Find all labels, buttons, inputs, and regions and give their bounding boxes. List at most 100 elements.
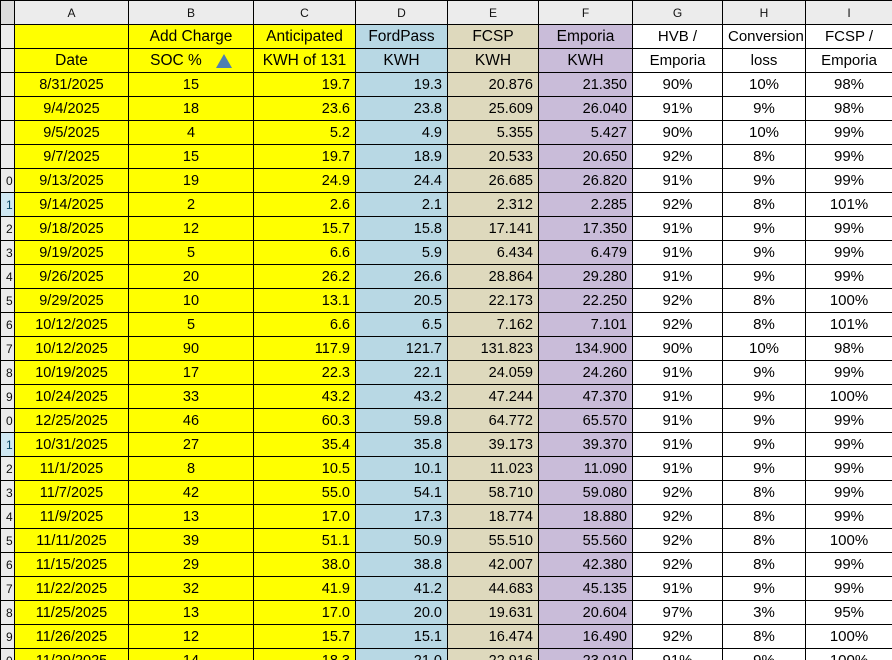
column-header-i[interactable]: I — [805, 0, 892, 25]
column-header-a[interactable]: A — [14, 0, 129, 25]
cell-date[interactable]: 9/26/2025 — [14, 264, 129, 289]
table-row[interactable]: 2 11/1/2025 8 10.5 10.1 11.023 11.090 91% 9% 99% — [0, 456, 892, 481]
cell-emporia-kwh[interactable]: 2.285 — [538, 192, 633, 217]
cell-hvb-emporia[interactable]: 90% — [632, 72, 723, 97]
cell-conversion-loss[interactable]: 10% — [722, 336, 806, 361]
cell-emporia-kwh[interactable]: 22.250 — [538, 288, 633, 313]
cell-fordpass-kwh[interactable]: 4.9 — [355, 120, 448, 145]
cell-hvb-emporia[interactable]: 91% — [632, 216, 723, 241]
cell-fcsp-emporia[interactable]: 100% — [805, 648, 892, 660]
table-row[interactable]: 9/7/2025 15 19.7 18.9 20.533 20.650 92% 8% 99% — [0, 144, 892, 169]
cell-conversion-loss[interactable]: 8% — [722, 624, 806, 649]
row-number[interactable]: 2 — [0, 216, 15, 241]
column-header-h[interactable]: H — [722, 0, 806, 25]
cell-fordpass-kwh[interactable]: 17.3 — [355, 504, 448, 529]
cell-hvb-emporia[interactable]: 92% — [632, 624, 723, 649]
column-header-d[interactable]: D — [355, 0, 448, 25]
cell-date[interactable]: 9/5/2025 — [14, 120, 129, 145]
table-row[interactable]: 3 11/7/2025 42 55.0 54.1 58.710 59.080 92% 8% 99% — [0, 480, 892, 505]
cell-anticipated-kwh[interactable]: 6.6 — [253, 312, 356, 337]
row-number[interactable] — [0, 96, 15, 121]
table-row[interactable]: 1 9/14/2025 2 2.6 2.1 2.312 2.285 92% 8% 101% — [0, 192, 892, 217]
cell-emporia-kwh[interactable]: 59.080 — [538, 480, 633, 505]
cell-conversion-loss[interactable]: 8% — [722, 528, 806, 553]
cell-soc-percent[interactable]: 15 — [128, 144, 254, 169]
cell-fordpass-kwh[interactable]: 6.5 — [355, 312, 448, 337]
cell-conversion-loss[interactable]: 8% — [722, 288, 806, 313]
cell-fcsp-emporia[interactable]: 95% — [805, 600, 892, 625]
cell-soc-percent[interactable]: 5 — [128, 312, 254, 337]
cell-emporia-kwh[interactable]: 65.570 — [538, 408, 633, 433]
cell-conversion-loss[interactable]: 8% — [722, 312, 806, 337]
cell-emporia-kwh[interactable]: 26.040 — [538, 96, 633, 121]
cell-emporia-kwh[interactable]: 5.427 — [538, 120, 633, 145]
cell-emporia-kwh[interactable]: 29.280 — [538, 264, 633, 289]
table-row[interactable]: 5 11/11/2025 39 51.1 50.9 55.510 55.560 92% 8% 10… — [0, 528, 892, 553]
row-number[interactable]: 6 — [0, 552, 15, 577]
cell-fcsp-kwh[interactable]: 5.355 — [447, 120, 539, 145]
cell-anticipated-kwh[interactable]: 18.3 — [253, 648, 356, 660]
cell-date[interactable]: 11/22/2025 — [14, 576, 129, 601]
cell-fcsp-emporia[interactable]: 99% — [805, 576, 892, 601]
cell-soc-percent[interactable]: 32 — [128, 576, 254, 601]
cell-fcsp-emporia[interactable]: 99% — [805, 552, 892, 577]
cell-conversion-loss[interactable]: 8% — [722, 144, 806, 169]
table-row[interactable]: 0 9/13/2025 19 24.9 24.4 26.685 26.820 91% 9% 99% — [0, 168, 892, 193]
cell-fordpass-kwh[interactable]: 43.2 — [355, 384, 448, 409]
cell-anticipated-kwh[interactable]: 60.3 — [253, 408, 356, 433]
cell-conversion-loss[interactable]: 8% — [722, 504, 806, 529]
cell-anticipated-kwh[interactable]: 15.7 — [253, 624, 356, 649]
cell-hvb-emporia[interactable]: 90% — [632, 336, 723, 361]
cell-soc-percent[interactable]: 5 — [128, 240, 254, 265]
cell-emporia-kwh[interactable]: 26.820 — [538, 168, 633, 193]
cell-fcsp-emporia[interactable]: 101% — [805, 192, 892, 217]
cell-date[interactable]: 9/7/2025 — [14, 144, 129, 169]
cell-date[interactable]: 10/19/2025 — [14, 360, 129, 385]
cell-fcsp-kwh[interactable]: 26.685 — [447, 168, 539, 193]
cell-fcsp-kwh[interactable]: 20.533 — [447, 144, 539, 169]
cell-conversion-loss[interactable]: 10% — [722, 120, 806, 145]
row-number[interactable]: 5 — [0, 288, 15, 313]
cell-hvb-emporia[interactable]: 91% — [632, 408, 723, 433]
cell-date[interactable]: 10/31/2025 — [14, 432, 129, 457]
cell-soc-percent[interactable]: 39 — [128, 528, 254, 553]
cell-fcsp-emporia[interactable]: 99% — [805, 120, 892, 145]
cell-fordpass-kwh[interactable]: 121.7 — [355, 336, 448, 361]
cell-fcsp-kwh[interactable]: 7.162 — [447, 312, 539, 337]
cell-anticipated-kwh[interactable]: 51.1 — [253, 528, 356, 553]
cell-soc-percent[interactable]: 13 — [128, 600, 254, 625]
row-number[interactable]: 8 — [0, 360, 15, 385]
cell-anticipated-kwh[interactable]: 43.2 — [253, 384, 356, 409]
cell-fordpass-kwh[interactable]: 41.2 — [355, 576, 448, 601]
table-row[interactable]: 9 10/24/2025 33 43.2 43.2 47.244 47.370 91% 9% 10… — [0, 384, 892, 409]
row-number[interactable]: 1 — [0, 432, 15, 457]
row-number[interactable]: 0 — [0, 648, 15, 660]
cell-fordpass-kwh[interactable]: 38.8 — [355, 552, 448, 577]
cell-fcsp-kwh[interactable]: 28.864 — [447, 264, 539, 289]
row-number[interactable]: 2 — [0, 456, 15, 481]
cell-anticipated-kwh[interactable]: 22.3 — [253, 360, 356, 385]
cell-fordpass-kwh[interactable]: 20.0 — [355, 600, 448, 625]
cell-date[interactable]: 10/12/2025 — [14, 336, 129, 361]
cell-emporia-kwh[interactable]: 17.350 — [538, 216, 633, 241]
cell-fordpass-kwh[interactable]: 15.1 — [355, 624, 448, 649]
cell-soc-percent[interactable]: 2 — [128, 192, 254, 217]
cell-conversion-loss[interactable]: 3% — [722, 600, 806, 625]
cell-anticipated-kwh[interactable]: 13.1 — [253, 288, 356, 313]
cell-emporia-kwh[interactable]: 16.490 — [538, 624, 633, 649]
cell-fcsp-emporia[interactable]: 98% — [805, 96, 892, 121]
cell-date[interactable]: 9/13/2025 — [14, 168, 129, 193]
cell-date[interactable]: 10/24/2025 — [14, 384, 129, 409]
cell-fordpass-kwh[interactable]: 19.3 — [355, 72, 448, 97]
row-number[interactable]: 8 — [0, 600, 15, 625]
cell-date[interactable]: 9/18/2025 — [14, 216, 129, 241]
cell-fcsp-kwh[interactable]: 20.876 — [447, 72, 539, 97]
cell-conversion-loss[interactable]: 9% — [722, 360, 806, 385]
cell-conversion-loss[interactable]: 9% — [722, 216, 806, 241]
cell-hvb-emporia[interactable]: 92% — [632, 312, 723, 337]
row-number[interactable]: 0 — [0, 408, 15, 433]
cell-fcsp-kwh[interactable]: 47.244 — [447, 384, 539, 409]
table-row[interactable]: 4 9/26/2025 20 26.2 26.6 28.864 29.280 91% 9% 99% — [0, 264, 892, 289]
